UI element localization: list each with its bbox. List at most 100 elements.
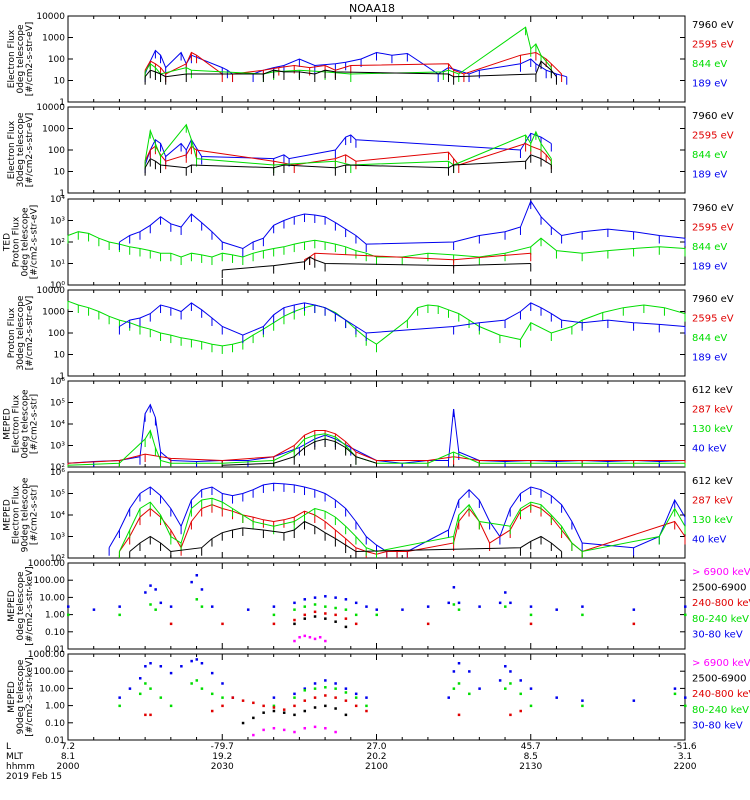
data-point xyxy=(555,608,558,611)
data-point xyxy=(293,601,296,605)
data-point xyxy=(478,605,481,608)
data-point xyxy=(303,598,307,601)
x-tick-label: -79.7 xyxy=(211,742,234,752)
legend-entry: 2500-6900 xyxy=(692,583,747,594)
data-point xyxy=(169,704,173,708)
data-point xyxy=(365,709,368,713)
y-tick-label: 1000.00 xyxy=(28,650,65,660)
data-point xyxy=(457,608,461,611)
series-red xyxy=(144,694,522,717)
data-point xyxy=(221,682,224,685)
y-label-line: MEPED xyxy=(3,499,13,531)
data-point xyxy=(673,687,677,690)
data-point xyxy=(303,687,307,690)
data-point xyxy=(231,696,235,699)
series-line xyxy=(222,438,377,466)
data-point xyxy=(529,613,533,617)
series-line xyxy=(222,256,531,271)
data-point xyxy=(149,687,152,690)
data-point xyxy=(344,625,348,629)
data-point xyxy=(221,704,224,708)
data-point xyxy=(313,706,317,709)
data-point xyxy=(252,701,255,705)
data-point xyxy=(293,704,296,708)
y-label-line: Electron Flux xyxy=(7,120,17,179)
y-label-line: Proton Flux xyxy=(12,216,22,267)
data-point xyxy=(200,687,204,690)
data-point xyxy=(529,605,533,608)
data-point xyxy=(293,608,296,611)
series-line xyxy=(144,142,552,166)
data-point xyxy=(504,665,507,668)
series-line xyxy=(119,302,686,336)
data-point xyxy=(303,605,307,608)
series-blue xyxy=(144,132,552,174)
data-point xyxy=(519,692,522,696)
series-black xyxy=(144,154,552,176)
data-point xyxy=(447,696,450,699)
data-point xyxy=(210,692,214,696)
y-tick-label: 100.00 xyxy=(34,576,66,586)
data-point xyxy=(468,670,471,673)
figure-title: NOAA18 xyxy=(349,2,395,15)
data-point xyxy=(509,713,512,717)
data-point xyxy=(324,726,327,730)
data-point xyxy=(555,696,558,699)
data-point xyxy=(684,696,687,699)
y-tick-label: 1000 xyxy=(42,125,65,135)
y-tick-label: 0.10 xyxy=(45,719,65,729)
data-point xyxy=(452,670,456,673)
data-point xyxy=(190,659,193,663)
data-point xyxy=(344,713,348,717)
data-point xyxy=(293,696,296,699)
data-point xyxy=(452,586,456,589)
data-point xyxy=(684,605,687,608)
data-point xyxy=(262,704,265,708)
data-point xyxy=(154,608,157,611)
x-tick-label: 2000 xyxy=(57,762,80,772)
y-tick-label: 10 xyxy=(54,77,66,87)
data-point xyxy=(318,635,322,639)
y-tick-label: 1 xyxy=(59,189,65,199)
data-point xyxy=(504,591,507,594)
data-point xyxy=(144,682,147,685)
data-point xyxy=(293,622,296,626)
data-point xyxy=(169,605,173,608)
data-point xyxy=(272,696,276,699)
x-tick-label: 45.7 xyxy=(521,742,541,752)
series-line xyxy=(119,200,686,250)
data-point xyxy=(149,713,152,717)
data-point xyxy=(195,679,199,682)
y-tick-label: 10.00 xyxy=(39,593,65,603)
data-point xyxy=(195,598,199,601)
x-tick-label: 27.0 xyxy=(366,742,386,752)
y-axis-label: TED Proton Flux 0deg telescope [#/cm2-s-str… xyxy=(3,205,40,280)
data-point xyxy=(581,699,584,702)
y-axis-label: Proton Flux 30deg telescope [#/cm2-s-str-e… xyxy=(7,295,35,370)
series-line xyxy=(67,430,685,464)
data-point xyxy=(313,687,317,690)
data-point xyxy=(118,613,121,617)
data-point xyxy=(313,610,317,614)
data-point xyxy=(210,671,214,675)
data-point xyxy=(210,709,214,713)
series-magenta xyxy=(252,725,337,737)
series-blue xyxy=(67,403,686,467)
y-tick-label: 10⁴ xyxy=(50,195,65,205)
y-tick-label: 10⁴ xyxy=(50,511,65,521)
y-tick-label: 0.01 xyxy=(45,645,65,655)
legend-entry: > 6900 keV xyxy=(692,658,750,669)
data-point xyxy=(529,622,533,626)
legend-entry: 30-80 keV xyxy=(692,720,743,731)
legend-entry: > 6900 keV xyxy=(692,567,750,578)
data-point xyxy=(313,615,317,618)
data-point xyxy=(581,704,584,708)
y-tick-label: 10² xyxy=(50,463,65,473)
legend-entry: 189 eV xyxy=(692,170,727,181)
x-tick-label: 8.5 xyxy=(524,752,538,762)
legend-entry: 7960 eV xyxy=(692,20,734,31)
data-point xyxy=(468,692,471,696)
data-point xyxy=(313,682,317,685)
series-blue xyxy=(144,49,568,85)
